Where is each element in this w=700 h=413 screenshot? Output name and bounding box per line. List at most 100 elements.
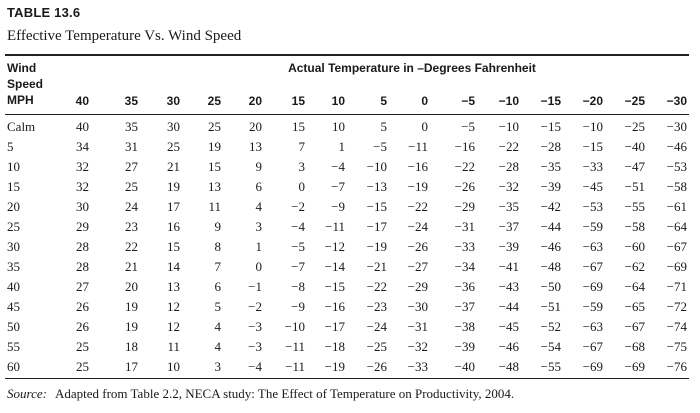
column-header: 15 bbox=[265, 94, 305, 108]
table-cell: 13 bbox=[222, 137, 262, 157]
table-cell: −24 bbox=[388, 217, 428, 237]
row-label: 40 bbox=[7, 277, 20, 297]
table-cell: −22 bbox=[479, 137, 519, 157]
table-cell: −59 bbox=[563, 297, 603, 317]
row-label: 45 bbox=[7, 297, 20, 317]
row-label: 25 bbox=[7, 217, 20, 237]
source-note: Source: Adapted from Table 2.2, NECA stud… bbox=[7, 386, 514, 402]
table-cell: 25 bbox=[49, 337, 89, 357]
table-cell: 23 bbox=[98, 217, 138, 237]
table-cell: 11 bbox=[140, 337, 180, 357]
table-cell: −26 bbox=[435, 177, 475, 197]
table-cell: 21 bbox=[98, 257, 138, 277]
table-cell: 19 bbox=[181, 137, 221, 157]
table-cell: −16 bbox=[388, 157, 428, 177]
table-cell: −27 bbox=[388, 257, 428, 277]
row-label: 5 bbox=[7, 137, 14, 157]
table-cell: −3 bbox=[222, 317, 262, 337]
column-header: −10 bbox=[479, 94, 519, 108]
table-cell: −46 bbox=[521, 237, 561, 257]
table-cell: −64 bbox=[647, 217, 687, 237]
table-cell: 1 bbox=[222, 237, 262, 257]
table-cell: 11 bbox=[181, 197, 221, 217]
table-cell: −19 bbox=[388, 177, 428, 197]
table-cell: −17 bbox=[347, 217, 387, 237]
table-cell: −30 bbox=[388, 297, 428, 317]
table-cell: −4 bbox=[265, 217, 305, 237]
table-cell: −64 bbox=[605, 277, 645, 297]
row-label: 10 bbox=[7, 157, 20, 177]
table-cell: −63 bbox=[563, 317, 603, 337]
table-cell: 1 bbox=[305, 137, 345, 157]
table-cell: −15 bbox=[305, 277, 345, 297]
table-cell: −9 bbox=[305, 197, 345, 217]
column-header: −25 bbox=[605, 94, 645, 108]
table-cell: −39 bbox=[479, 237, 519, 257]
table-cell: −47 bbox=[605, 157, 645, 177]
table-cell: −10 bbox=[563, 117, 603, 137]
table-cell: 31 bbox=[98, 137, 138, 157]
table-cell: 13 bbox=[140, 277, 180, 297]
table-cell: 4 bbox=[222, 197, 262, 217]
table-cell: −37 bbox=[435, 297, 475, 317]
column-spanner: Actual Temperature in –Degrees Fahrenhei… bbox=[5, 61, 689, 75]
table-cell: 26 bbox=[49, 317, 89, 337]
table-row: 60 25 17 10 3 −4 −11 −19 −26 −33 −40 −48 −55 −69 −69 −7… bbox=[5, 357, 689, 377]
table-cell: 24 bbox=[98, 197, 138, 217]
table-cell: −54 bbox=[521, 337, 561, 357]
table-cell: −29 bbox=[388, 277, 428, 297]
table-cell: −51 bbox=[521, 297, 561, 317]
table-row: 55 25 18 11 4 −3 −11 −18 −25 −32 −39 −46 −54 −67 −68 −7… bbox=[5, 337, 689, 357]
table-cell: −15 bbox=[521, 117, 561, 137]
table-cell: −34 bbox=[435, 257, 475, 277]
table-cell: −31 bbox=[435, 217, 475, 237]
table-row: 40 27 20 13 6 −1 −8 −15 −22 −29 −36 −43 −50 −69 −64 −71 bbox=[5, 277, 689, 297]
table-cell: −26 bbox=[388, 237, 428, 257]
column-header: 35 bbox=[98, 94, 138, 108]
header-rule bbox=[5, 114, 689, 115]
table-cell: 12 bbox=[140, 317, 180, 337]
table-cell: −16 bbox=[305, 297, 345, 317]
table-cell: −45 bbox=[479, 317, 519, 337]
table-cell: −48 bbox=[479, 357, 519, 377]
table-cell: 5 bbox=[347, 117, 387, 137]
table-cell: −55 bbox=[605, 197, 645, 217]
table-cell: −75 bbox=[647, 337, 687, 357]
row-label: 35 bbox=[7, 257, 20, 277]
table-cell: −33 bbox=[563, 157, 603, 177]
table-cell: −19 bbox=[347, 237, 387, 257]
table-cell: 28 bbox=[49, 257, 89, 277]
table-cell: −15 bbox=[563, 137, 603, 157]
table-row: 15 32 25 19 13 6 0 −7 −13 −19 −26 −32 −39 −45 −51 −58 bbox=[5, 177, 689, 197]
table-cell: 27 bbox=[98, 157, 138, 177]
table-cell: 40 bbox=[49, 117, 89, 137]
table-cell: −32 bbox=[479, 177, 519, 197]
table-cell: 5 bbox=[181, 297, 221, 317]
table-cell: −28 bbox=[479, 157, 519, 177]
table-cell: 10 bbox=[140, 357, 180, 377]
table-cell: 3 bbox=[265, 157, 305, 177]
table-cell: 22 bbox=[98, 237, 138, 257]
table-cell: 6 bbox=[181, 277, 221, 297]
table-cell: −11 bbox=[305, 217, 345, 237]
table-cell: −71 bbox=[647, 277, 687, 297]
table-cell: −60 bbox=[605, 237, 645, 257]
table-cell: −39 bbox=[521, 177, 561, 197]
table-cell: −33 bbox=[388, 357, 428, 377]
table-cell: −26 bbox=[347, 357, 387, 377]
table-cell: −74 bbox=[647, 317, 687, 337]
table-cell: −58 bbox=[647, 177, 687, 197]
table-cell: 15 bbox=[140, 237, 180, 257]
table-cell: −38 bbox=[435, 317, 475, 337]
table-cell: 26 bbox=[49, 297, 89, 317]
table-cell: 25 bbox=[140, 137, 180, 157]
table-cell: −72 bbox=[647, 297, 687, 317]
table-cell: −10 bbox=[347, 157, 387, 177]
table-cell: 15 bbox=[181, 157, 221, 177]
table-cell: −35 bbox=[521, 157, 561, 177]
row-label: 55 bbox=[7, 337, 20, 357]
table-cell: 0 bbox=[222, 257, 262, 277]
table-cell: −33 bbox=[435, 237, 475, 257]
table-caption: Effective Temperature Vs. Wind Speed bbox=[7, 28, 241, 45]
table-cell: −36 bbox=[435, 277, 475, 297]
